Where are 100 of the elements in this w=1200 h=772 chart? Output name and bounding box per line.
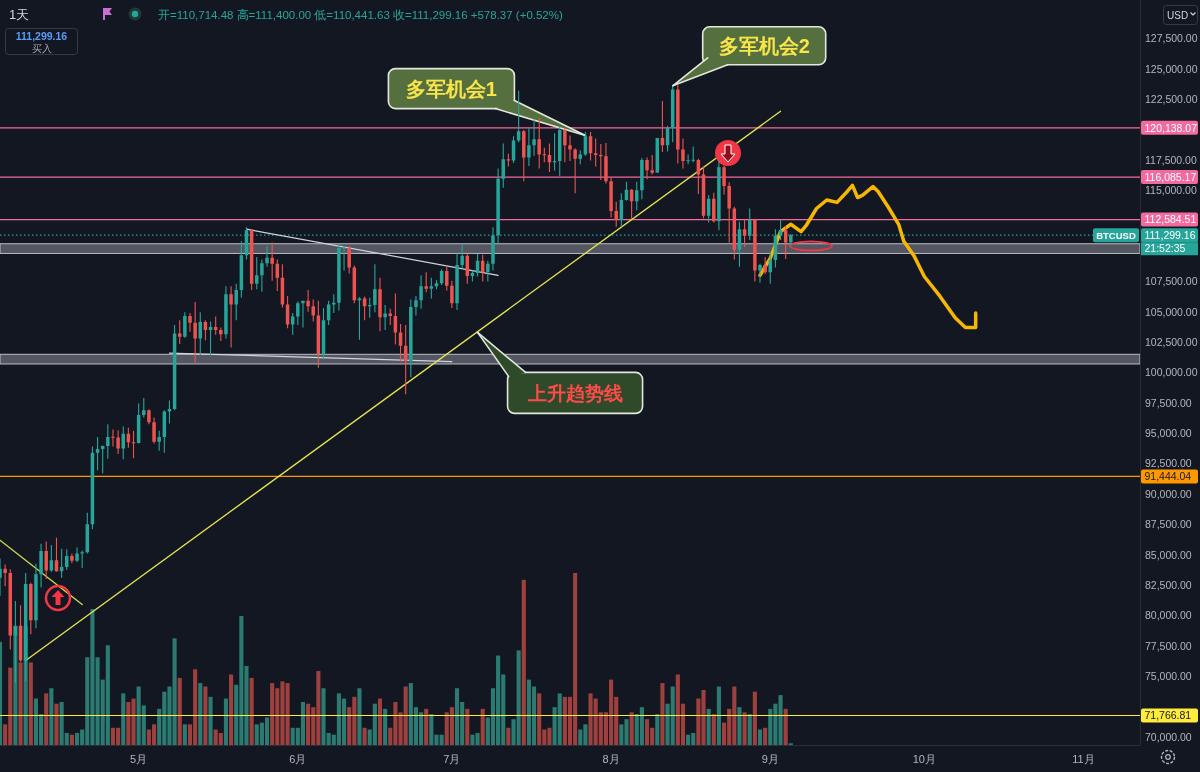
bar — [306, 703, 311, 745]
candlestick — [270, 242, 274, 281]
y-tick-label: 127,500.00 — [1145, 32, 1198, 45]
bar — [69, 734, 74, 745]
candlestick — [676, 84, 680, 164]
y-tick-label: 97,500.00 — [1145, 396, 1192, 409]
bar — [110, 727, 116, 745]
candlestick — [219, 327, 223, 341]
bar — [54, 703, 59, 745]
x-tick-label: 5月 — [130, 753, 148, 765]
bar — [249, 677, 254, 745]
y-tick-label: 85,000.00 — [1145, 548, 1192, 561]
bar — [475, 732, 480, 745]
bar — [362, 727, 367, 745]
y-tick-label: 87,500.00 — [1145, 518, 1192, 531]
candlestick — [255, 257, 259, 290]
bar — [377, 698, 383, 745]
candlestick — [650, 155, 654, 175]
bar — [557, 693, 562, 745]
ref-line-label: 71,766.81 — [1144, 709, 1192, 722]
line-series — [758, 183, 978, 330]
bar — [660, 683, 665, 745]
bar — [229, 674, 234, 745]
candlestick — [147, 409, 151, 425]
candlestick — [460, 243, 464, 269]
candlestick — [49, 545, 54, 572]
candlestick — [106, 424, 110, 459]
candlestick — [763, 257, 767, 275]
candlestick — [177, 320, 182, 344]
bar — [372, 703, 377, 745]
y-tick-label: 102,500.00 — [1145, 335, 1198, 348]
bar — [0, 641, 3, 745]
bar — [449, 707, 454, 745]
bar — [383, 708, 388, 745]
bar — [763, 727, 768, 745]
x-tick-label: 7月 — [443, 753, 461, 765]
candlestick — [3, 564, 7, 587]
candlestick — [717, 161, 721, 231]
candlestick — [44, 541, 48, 580]
candlestick — [614, 201, 618, 227]
candlestick — [758, 263, 762, 283]
y-tick-label: 125,000.00 — [1145, 62, 1198, 75]
bar — [737, 707, 742, 745]
y-tick-label: 90,000.00 — [1145, 487, 1192, 500]
candlestick — [455, 253, 459, 310]
bar — [644, 719, 650, 745]
candlestick — [686, 154, 690, 165]
bar — [470, 734, 475, 745]
candlestick — [296, 301, 300, 326]
bar — [28, 662, 33, 745]
text: 1天 — [9, 7, 30, 22]
y-tick-label: 82,500.00 — [1145, 578, 1192, 591]
bar — [424, 708, 429, 745]
bar — [742, 712, 747, 745]
text: USD — [1167, 9, 1189, 21]
candlestick — [65, 549, 69, 570]
candlestick — [609, 176, 613, 218]
bar — [752, 691, 757, 745]
candlestick — [70, 553, 74, 564]
candlestick — [193, 302, 197, 363]
bar — [480, 708, 485, 745]
candlestick — [383, 305, 387, 330]
candlestick — [75, 547, 79, 563]
bar — [465, 708, 470, 745]
bar — [783, 708, 788, 745]
candlestick — [450, 280, 454, 309]
candlestick — [39, 543, 43, 588]
y-tick-label: 115,000.00 — [1145, 184, 1197, 197]
candlestick — [552, 133, 557, 171]
candlestick — [640, 158, 644, 200]
bar — [270, 683, 275, 745]
candlestick — [578, 150, 583, 165]
candlestick — [537, 117, 541, 169]
bar — [208, 696, 213, 745]
bar — [49, 688, 54, 745]
annotation: 买入 — [31, 42, 52, 54]
candlestick — [234, 283, 238, 321]
candlestick — [722, 165, 726, 195]
candlestick — [373, 264, 377, 313]
bar — [537, 693, 542, 745]
bar — [757, 729, 763, 745]
candlestick — [167, 400, 172, 424]
y-tick-label: 100,000.00 — [1145, 366, 1198, 379]
annotation: 开=110,714.48 高=111,400.00 低=110,441.63 收=111,299.16 +578.37 (+0.52%) — [158, 8, 563, 21]
candlestick — [29, 582, 33, 635]
candlestick — [753, 218, 757, 282]
x-tick-label: 8月 — [602, 753, 620, 765]
candlestick — [727, 182, 731, 243]
bar — [716, 686, 721, 745]
bar — [711, 714, 716, 745]
candlestick — [306, 289, 310, 312]
y-tick-label: 80,000.00 — [1145, 609, 1192, 622]
candlestick — [142, 398, 146, 418]
candlestick — [783, 226, 788, 259]
annotation: 多军机会1 — [405, 77, 497, 100]
bar — [670, 686, 675, 745]
candlestick — [563, 128, 567, 163]
y-tick-label: 117,500.00 — [1145, 153, 1197, 166]
bar — [198, 683, 203, 745]
bar — [747, 714, 752, 745]
